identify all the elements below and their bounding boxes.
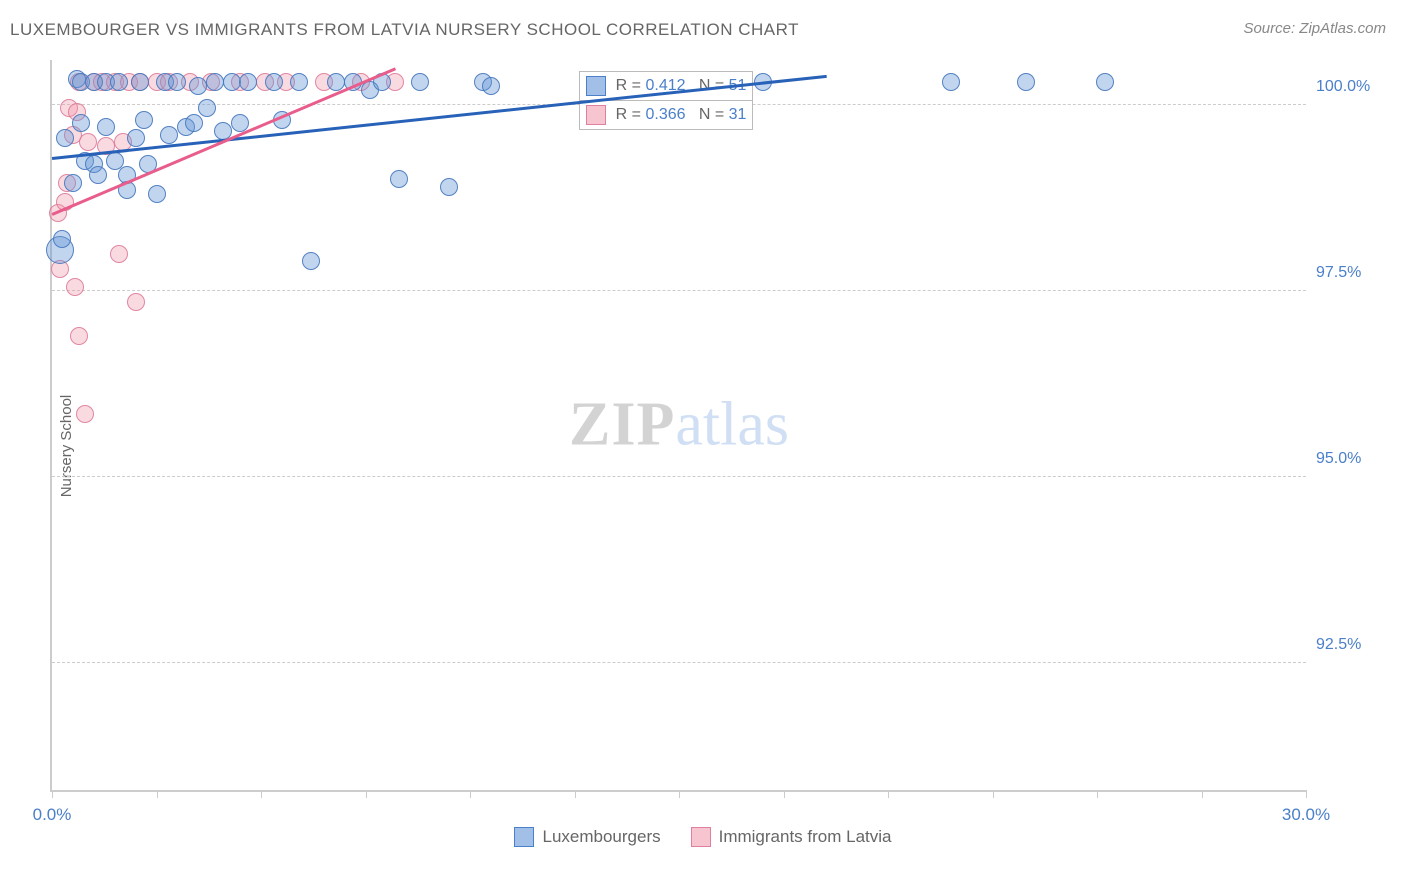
legend-swatch — [691, 827, 711, 847]
point-luxembourgers — [89, 166, 107, 184]
watermark-atlas: atlas — [675, 391, 789, 459]
x-tick — [575, 790, 576, 798]
point-immigrants-latvia — [66, 278, 84, 296]
chart-title: LUXEMBOURGER VS IMMIGRANTS FROM LATVIA N… — [10, 20, 799, 40]
x-tick — [157, 790, 158, 798]
point-luxembourgers — [265, 73, 283, 91]
chart-header: LUXEMBOURGER VS IMMIGRANTS FROM LATVIA N… — [10, 20, 1396, 50]
point-luxembourgers — [223, 73, 241, 91]
point-luxembourgers — [440, 178, 458, 196]
point-luxembourgers — [390, 170, 408, 188]
point-immigrants-latvia — [110, 245, 128, 263]
scatter-chart-area: ZIPatlas 92.5%95.0%97.5%100.0%0.0%30.0%R… — [50, 60, 1306, 792]
x-tick-label: 0.0% — [33, 805, 72, 825]
legend-item: Immigrants from Latvia — [691, 827, 892, 847]
point-luxembourgers — [168, 73, 186, 91]
y-tick-label: 100.0% — [1316, 78, 1386, 96]
point-luxembourgers — [97, 118, 115, 136]
x-tick — [993, 790, 994, 798]
point-luxembourgers — [185, 114, 203, 132]
gridline-h — [52, 662, 1306, 663]
stats-text: R = 0.366 N = 31 — [616, 106, 747, 124]
watermark-zip: ZIP — [569, 391, 675, 459]
gridline-h — [52, 476, 1306, 477]
x-tick — [679, 790, 680, 798]
point-luxembourgers — [110, 73, 128, 91]
point-immigrants-latvia — [79, 133, 97, 151]
point-luxembourgers — [302, 252, 320, 270]
point-luxembourgers — [160, 126, 178, 144]
point-luxembourgers — [1017, 73, 1035, 91]
legend-swatch — [514, 827, 534, 847]
y-tick-label: 92.5% — [1316, 636, 1386, 654]
point-immigrants-latvia — [70, 327, 88, 345]
x-tick — [784, 790, 785, 798]
legend-swatch — [586, 105, 606, 125]
point-luxembourgers — [135, 111, 153, 129]
x-tick — [888, 790, 889, 798]
legend-label: Immigrants from Latvia — [719, 827, 892, 847]
x-tick — [1097, 790, 1098, 798]
point-luxembourgers — [482, 77, 500, 95]
point-luxembourgers — [239, 73, 257, 91]
x-tick — [1306, 790, 1307, 798]
point-luxembourgers — [411, 73, 429, 91]
x-tick — [1202, 790, 1203, 798]
y-tick-label: 95.0% — [1316, 450, 1386, 468]
x-tick — [261, 790, 262, 798]
point-luxembourgers — [56, 129, 74, 147]
x-tick — [366, 790, 367, 798]
y-tick-label: 97.5% — [1316, 264, 1386, 282]
point-luxembourgers — [290, 73, 308, 91]
point-immigrants-latvia — [127, 293, 145, 311]
legend-item: Luxembourgers — [514, 827, 660, 847]
gridline-h — [52, 290, 1306, 291]
point-luxembourgers — [198, 99, 216, 117]
watermark: ZIPatlas — [569, 390, 789, 461]
point-luxembourgers — [53, 230, 71, 248]
point-luxembourgers — [127, 129, 145, 147]
point-luxembourgers — [106, 152, 124, 170]
legend-label: Luxembourgers — [542, 827, 660, 847]
legend-swatch — [586, 76, 606, 96]
point-luxembourgers — [206, 73, 224, 91]
point-luxembourgers — [1096, 73, 1114, 91]
bottom-legend: Luxembourgers Immigrants from Latvia — [0, 827, 1406, 847]
point-immigrants-latvia — [76, 405, 94, 423]
x-tick — [470, 790, 471, 798]
x-tick — [52, 790, 53, 798]
point-luxembourgers — [131, 73, 149, 91]
point-luxembourgers — [148, 185, 166, 203]
point-luxembourgers — [189, 77, 207, 95]
point-luxembourgers — [942, 73, 960, 91]
x-tick-label: 30.0% — [1282, 805, 1330, 825]
point-luxembourgers — [72, 114, 90, 132]
point-luxembourgers — [64, 174, 82, 192]
stats-box: R = 0.366 N = 31 — [579, 100, 754, 130]
source-attribution: Source: ZipAtlas.com — [1243, 20, 1386, 37]
